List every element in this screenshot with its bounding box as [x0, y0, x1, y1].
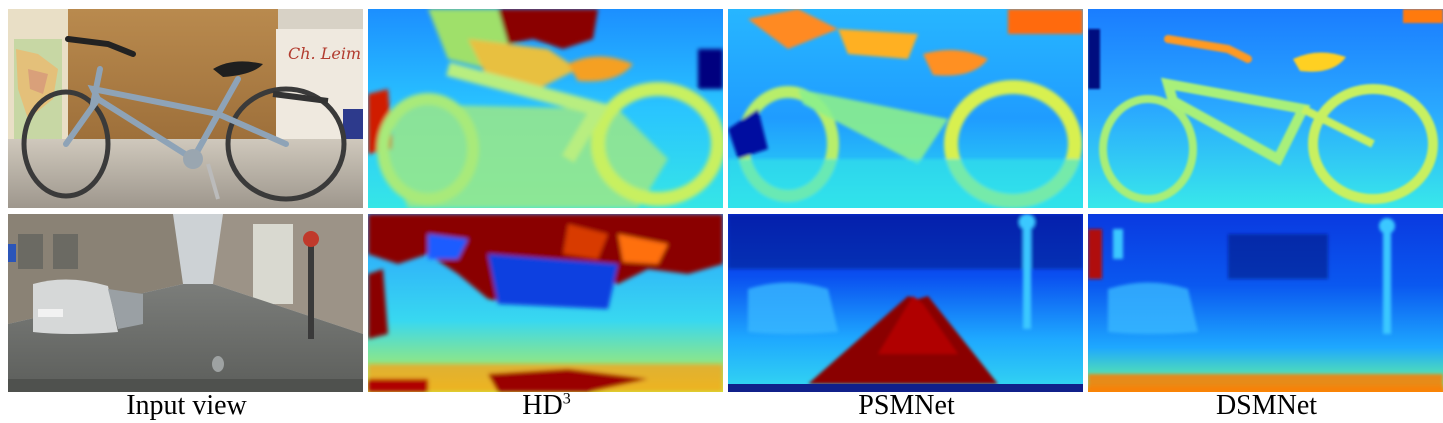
caption-hd3-superscript: 3 [562, 390, 571, 408]
hd3-street-disparity [368, 214, 723, 392]
dsmnet-bicycle-disparity [1088, 9, 1443, 208]
poster-text: Ch. Leim [288, 44, 361, 63]
caption-psmnet: PSMNet [858, 390, 955, 421]
caption-input-view: Input view [126, 390, 247, 421]
dsmnet-street-disparity [1088, 214, 1443, 392]
caption-hd3: HD3 [522, 390, 571, 421]
psmnet-street-disparity [728, 214, 1083, 392]
input-bicycle-image: Ch. Leim [8, 9, 363, 208]
caption-dsmnet: DSMNet [1215, 390, 1318, 421]
psmnet-bicycle-disparity [728, 9, 1083, 208]
input-street-image [8, 214, 363, 392]
hd3-bicycle-disparity [368, 9, 723, 208]
